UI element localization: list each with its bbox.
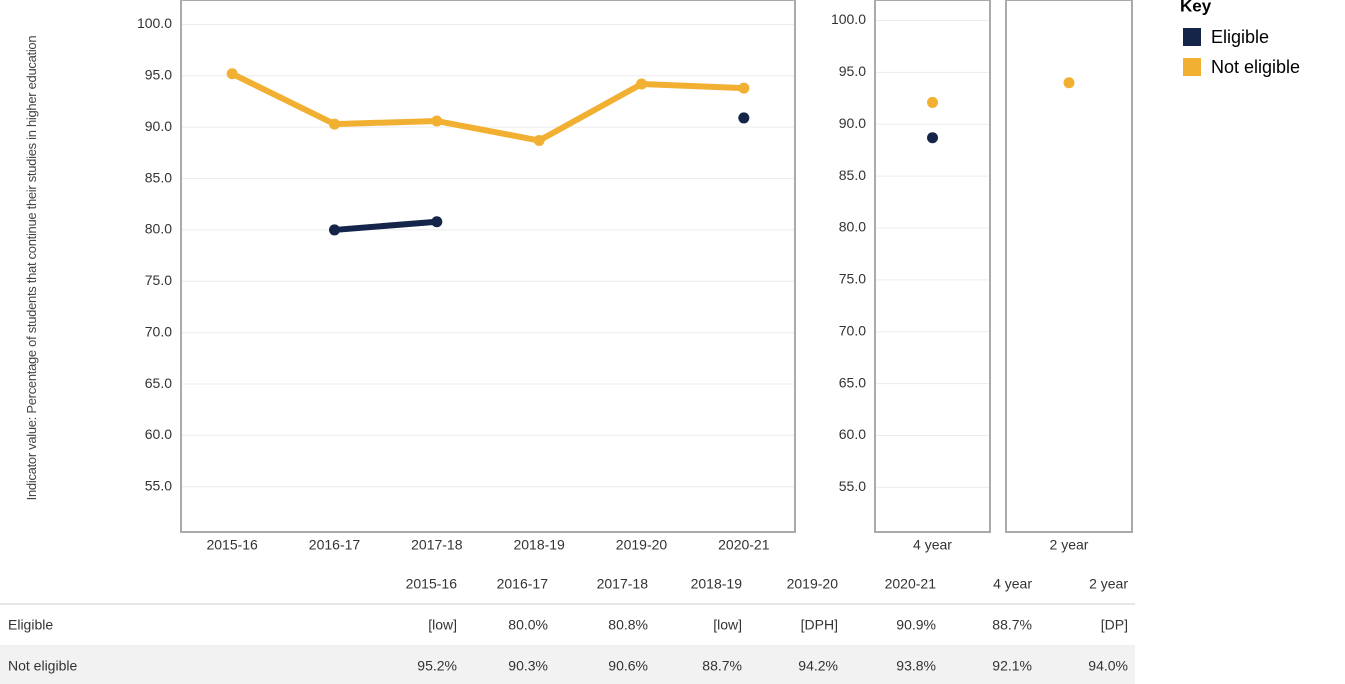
line [335, 118, 744, 230]
point [431, 115, 443, 127]
point [431, 216, 443, 228]
y-tick-label: 70.0 [839, 322, 866, 338]
table-cell: 92.1% [992, 658, 1032, 674]
table-cell: 90.9% [896, 617, 936, 633]
table-header: 2 year [1089, 576, 1128, 592]
legend-swatch [1183, 58, 1201, 76]
y-tick-label: 60.0 [839, 426, 866, 442]
y-tick-label: 85.0 [839, 167, 866, 183]
y-tick-label: 90.0 [839, 115, 866, 131]
table-cell: 88.7% [992, 617, 1032, 633]
y-tick-label: 100.0 [137, 15, 172, 31]
table-cell: 80.0% [508, 617, 548, 633]
panel-border [874, 0, 991, 533]
legend-swatch [1183, 28, 1201, 46]
x-tick-label: 4 year [913, 537, 952, 553]
point [226, 68, 238, 80]
table-cell: 93.8% [896, 658, 936, 674]
y-tick-label: 95.0 [839, 63, 866, 79]
panel-border [1005, 0, 1133, 533]
table-cell: 90.3% [508, 658, 548, 674]
legend-label: Not eligible [1211, 57, 1300, 77]
x-tick-label: 2016-17 [309, 537, 361, 553]
point [329, 224, 340, 236]
point [927, 132, 938, 144]
y-tick-label: 75.0 [145, 272, 172, 288]
table-header: 2015-16 [406, 576, 458, 592]
y-tick-label: 65.0 [839, 374, 866, 390]
table-cell: [low] [428, 617, 457, 633]
table-header: 2019-20 [787, 576, 839, 592]
row-label: Eligible [8, 617, 53, 633]
y-tick-label: 80.0 [145, 221, 172, 237]
x-tick-label: 2019-20 [616, 537, 668, 553]
y-tick-label: 95.0 [145, 67, 172, 83]
y-tick-label: 90.0 [145, 118, 172, 134]
x-tick-label: 2015-16 [206, 537, 258, 553]
y-tick-label: 100.0 [831, 11, 866, 27]
table-cell: [low] [713, 617, 742, 633]
table-header: 2020-21 [885, 576, 937, 592]
panel-border [180, 0, 796, 533]
table-cell: 90.6% [608, 658, 648, 674]
y-tick-label: 55.0 [145, 477, 172, 493]
point [738, 112, 750, 124]
y-tick-label: 55.0 [839, 478, 866, 494]
table-header: 2016-17 [497, 576, 549, 592]
y-tick-label: 75.0 [839, 271, 866, 287]
point [329, 118, 340, 130]
table-cell: 88.7% [702, 658, 742, 674]
x-tick-label: 2017-18 [411, 537, 463, 553]
line [229, 70, 747, 144]
y-tick-label: 70.0 [145, 323, 172, 339]
table-cell: 80.8% [608, 617, 648, 633]
y-axis-label: Indicator value: Percentage of students … [24, 35, 39, 501]
x-tick-label: 2018-19 [513, 537, 565, 553]
table-header: 2018-19 [691, 576, 743, 592]
table-header: 4 year [993, 576, 1032, 592]
table-header: 2017-18 [597, 576, 649, 592]
x-tick-label: 2 year [1050, 537, 1089, 553]
table-cell: 94.2% [798, 658, 838, 674]
table-cell: 94.0% [1088, 658, 1128, 674]
y-tick-label: 85.0 [145, 169, 172, 185]
row-label: Not eligible [8, 658, 77, 674]
legend-label: Eligible [1211, 27, 1269, 47]
y-tick-label: 65.0 [145, 375, 172, 391]
table-cell: 95.2% [417, 658, 457, 674]
point [533, 135, 545, 147]
x-tick-label: 2020-21 [718, 537, 770, 553]
point [738, 82, 750, 94]
point [1063, 77, 1075, 89]
point [636, 78, 647, 90]
y-tick-label: 80.0 [839, 219, 866, 235]
table-cell: [DPH] [801, 617, 838, 633]
table-cell: [DP] [1101, 617, 1128, 633]
y-tick-label: 60.0 [145, 426, 172, 442]
point [927, 96, 938, 108]
table-row-bg [0, 647, 1135, 684]
legend-title: Key [1180, 0, 1212, 15]
